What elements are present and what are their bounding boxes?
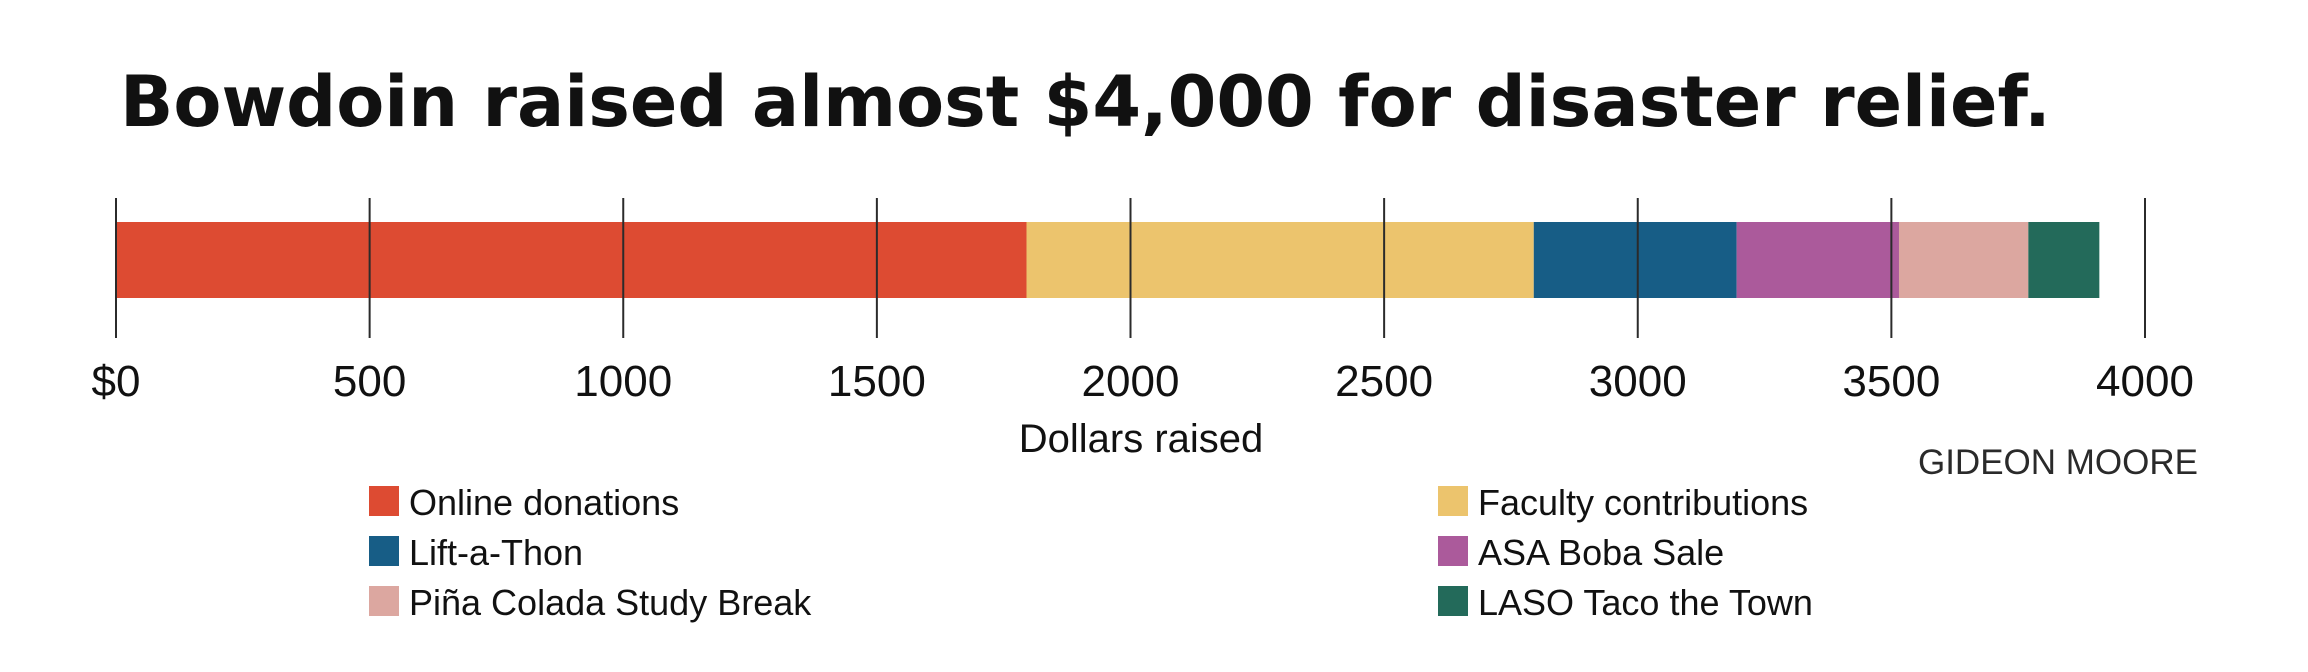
legend-swatch-lift-a-thon xyxy=(369,536,399,566)
x-axis-label: Dollars raised xyxy=(1019,417,1264,461)
legend-swatch-faculty-contributions xyxy=(1438,486,1468,516)
x-tick-label-0: $0 xyxy=(92,357,141,406)
x-tick-label-2000: 2000 xyxy=(1082,357,1180,406)
x-tick-label-2500: 2500 xyxy=(1335,357,1433,406)
legend-label-faculty-contributions: Faculty contributions xyxy=(1478,482,1808,523)
legend-swatch-laso-taco-the-town xyxy=(1438,586,1468,616)
grid-lines xyxy=(115,198,2146,338)
legend: Online donations Faculty contributions Lif… xyxy=(369,482,1813,623)
stacked-bar xyxy=(116,222,2100,298)
x-tick-label-3000: 3000 xyxy=(1589,357,1687,406)
legend-swatch-asa-boba-sale xyxy=(1438,536,1468,566)
bar-segment-faculty-contributions xyxy=(1026,222,1534,298)
legend-swatch-online-donations xyxy=(369,486,399,516)
legend-label-pi-a-colada-study-break: Piña Colada Study Break xyxy=(409,582,812,623)
bar-segment-asa-boba-sale xyxy=(1736,222,1899,298)
x-axis-ticks: $0 500 1000 1500 2000 2500 3000 3500 4000 xyxy=(92,357,2194,406)
x-tick-label-1000: 1000 xyxy=(574,357,672,406)
legend-label-asa-boba-sale: ASA Boba Sale xyxy=(1478,532,1724,573)
x-tick-label-1500: 1500 xyxy=(828,357,926,406)
bar-segment-pi-a-colada-study-break xyxy=(1898,222,2029,298)
legend-label-lift-a-thon: Lift-a-Thon xyxy=(409,532,583,573)
x-tick-label-3500: 3500 xyxy=(1842,357,1940,406)
credit-label: GIDEON MOORE xyxy=(1918,443,2198,482)
bar-segment-online-donations xyxy=(116,222,1027,298)
bar-segment-laso-taco-the-town xyxy=(2028,222,2100,298)
legend-label-online-donations: Online donations xyxy=(409,482,679,523)
x-tick-label-500: 500 xyxy=(333,357,406,406)
chart-title: Bowdoin raised almost $4,000 for disaste… xyxy=(120,61,2051,143)
x-tick-label-4000: 4000 xyxy=(2096,357,2194,406)
legend-swatch-pi-a-colada-study-break xyxy=(369,586,399,616)
legend-label-laso-taco-the-town: LASO Taco the Town xyxy=(1478,582,1813,623)
bar-segment-lift-a-thon xyxy=(1533,222,1737,298)
